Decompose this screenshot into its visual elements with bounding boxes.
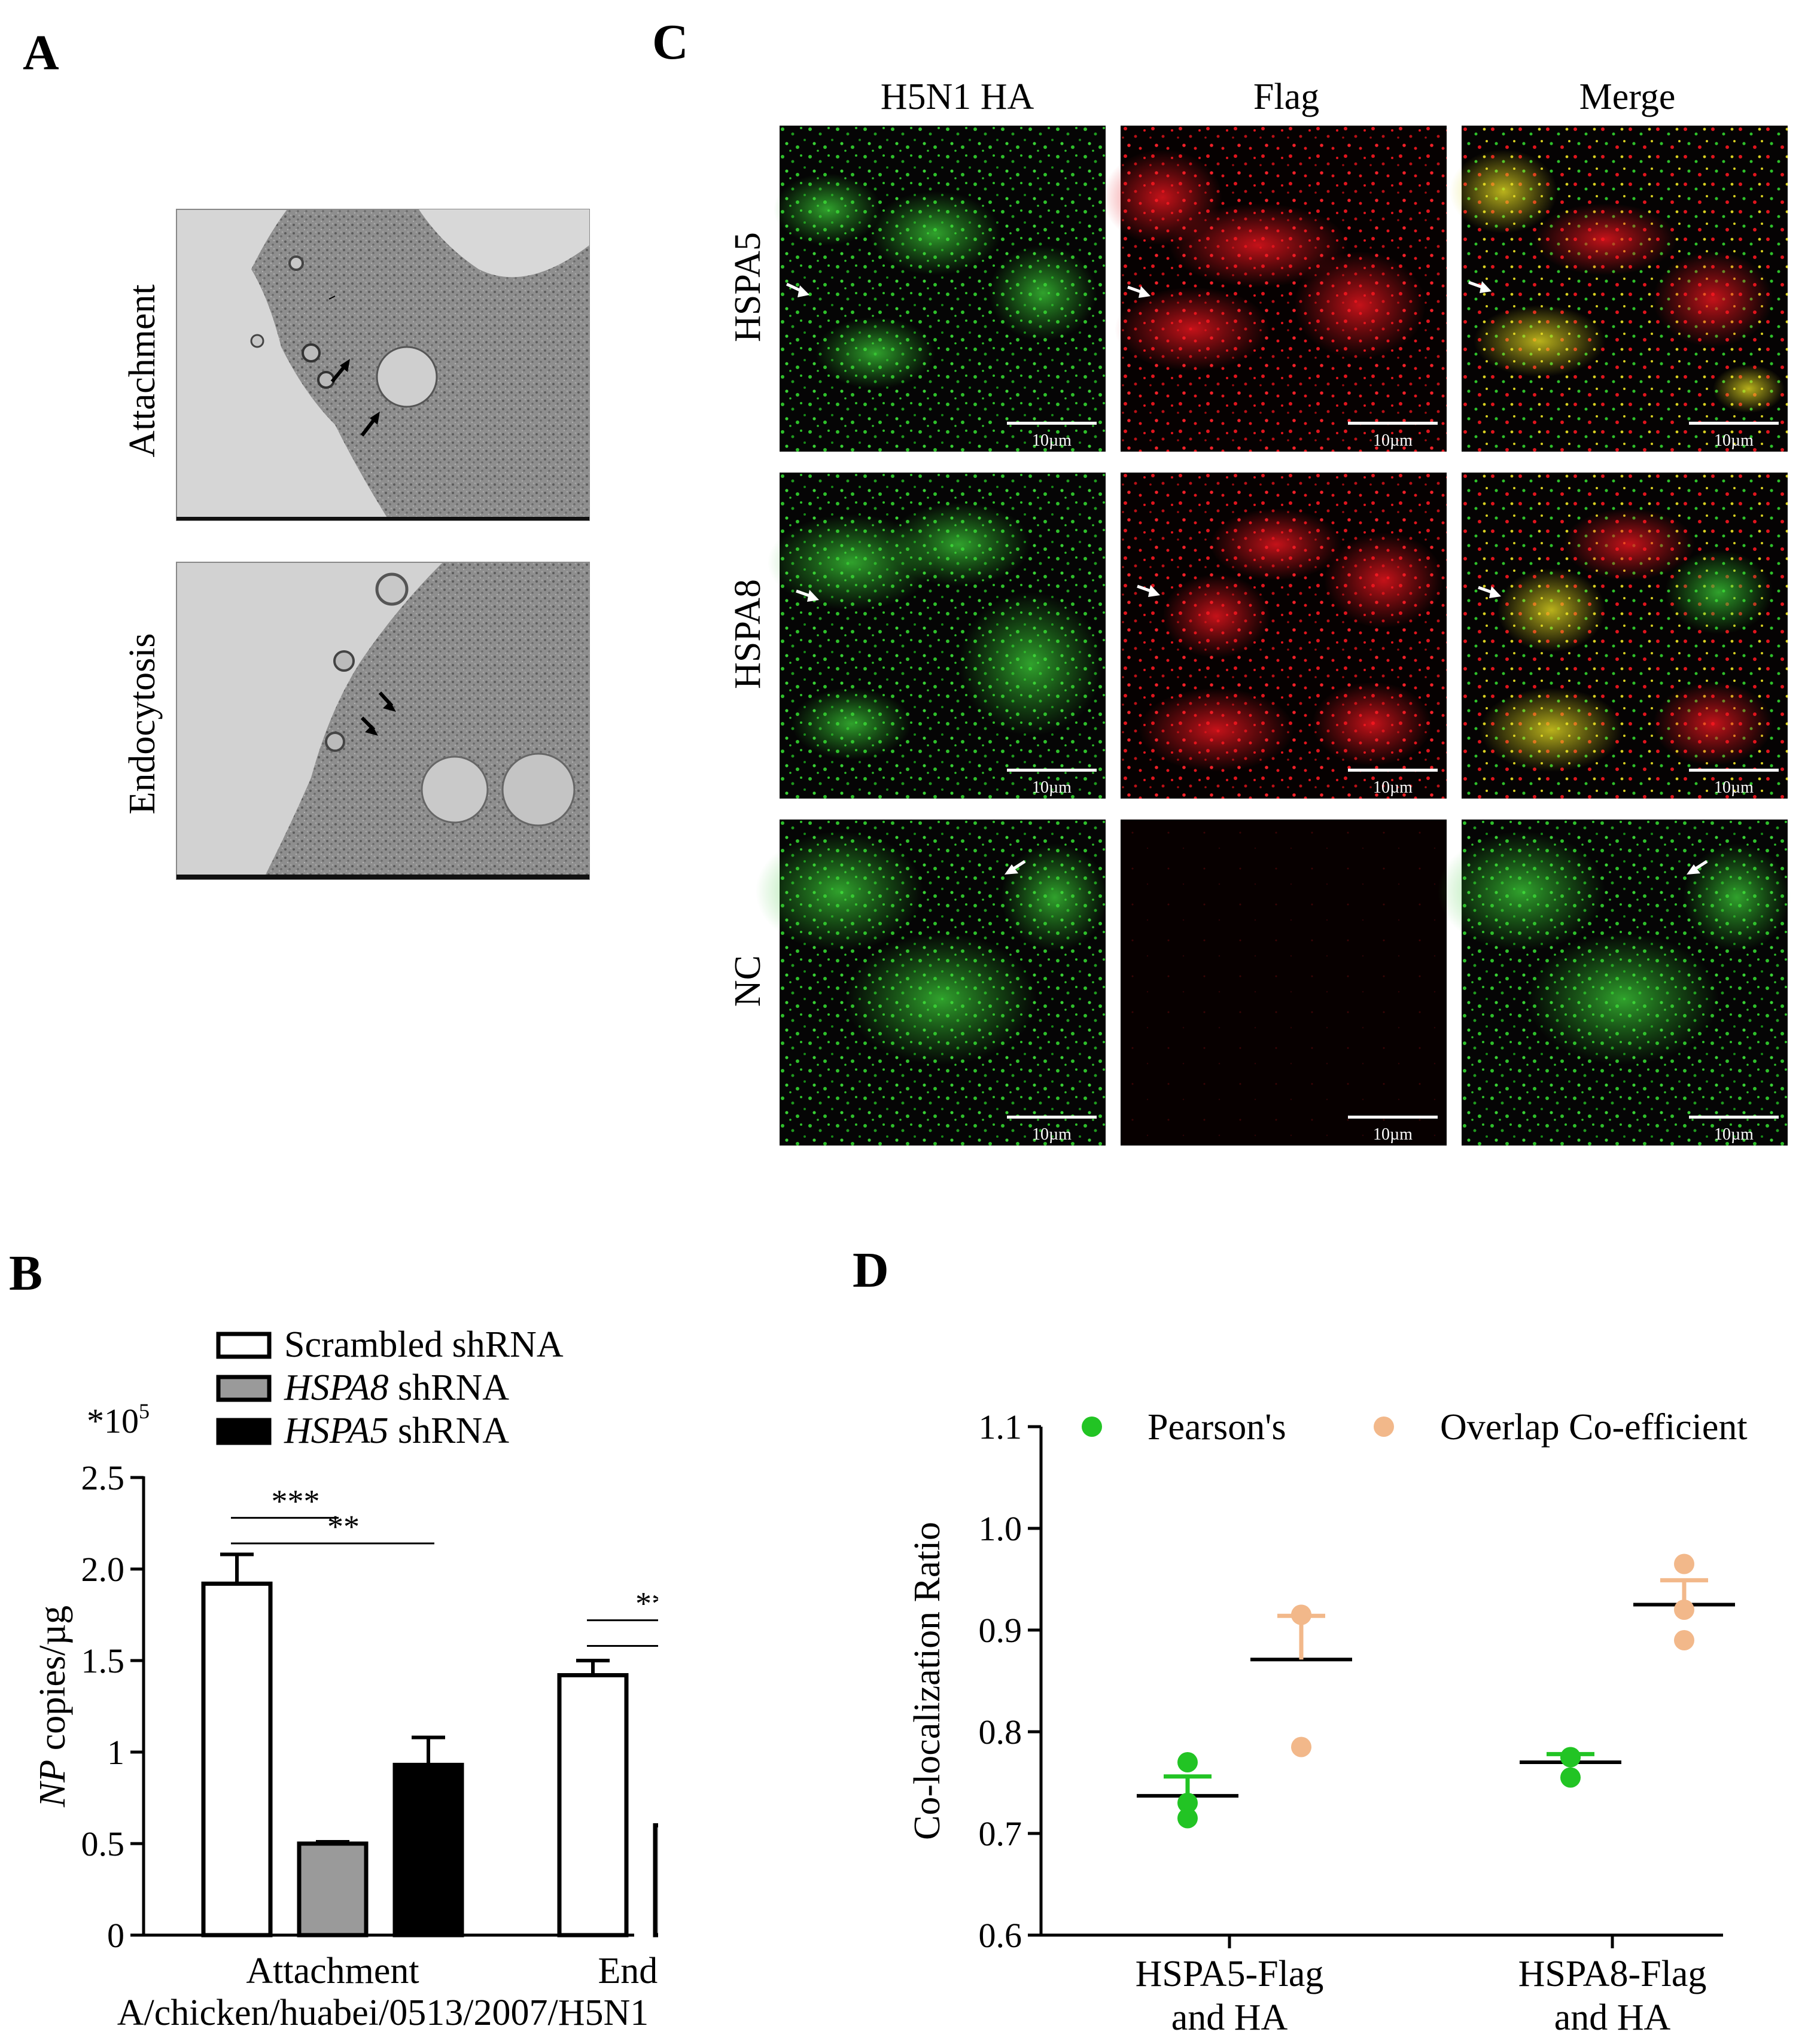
data-point	[1560, 1767, 1581, 1788]
scale-bar-label: 10µm	[1373, 431, 1413, 450]
legend-marker	[1374, 1417, 1394, 1437]
arrow-icon	[1005, 860, 1026, 875]
y-tick-label: 0.8	[979, 1713, 1022, 1751]
row-label-attachment: Attachment	[122, 284, 163, 457]
data-point	[1177, 1808, 1198, 1829]
x-axis-label: A/chicken/huabei/0513/2007/H5N1	[117, 1993, 649, 2033]
data-point	[1674, 1630, 1694, 1650]
y-axis-label: NP copies/µg	[32, 1606, 73, 1808]
image-hspa8-flag: 10µm	[1121, 473, 1447, 799]
legend-label: HSPA5 shRNA	[284, 1411, 509, 1451]
scale-bar-label: 10µm	[1373, 778, 1413, 797]
scale-bar-label: 10µm	[1714, 431, 1754, 450]
row-label-endocytosis: Endocytosis	[122, 633, 163, 814]
data-point	[1177, 1752, 1198, 1772]
arrow-icon	[1137, 584, 1160, 597]
column-header-merge: Merge	[1579, 77, 1676, 117]
arrow-icon	[360, 716, 378, 736]
arrow-icon	[360, 412, 380, 437]
y-tick-label: 0.5	[81, 1824, 125, 1863]
y-tick-label: 0.9	[979, 1611, 1022, 1650]
legend-marker	[1082, 1417, 1102, 1437]
significance-label: **	[635, 1586, 658, 1622]
image-nc-flag: 10µm	[1121, 820, 1447, 1146]
x-category-label: Endocytosis	[598, 1951, 658, 1991]
y-tick-label: 0.6	[979, 1916, 1022, 1955]
scale-bar-label: 10µm	[1714, 1125, 1754, 1144]
image-hspa8-merge: 10µm	[1462, 473, 1788, 799]
scale-bar-label: 10µm	[1373, 1125, 1413, 1144]
panel-d-scatter-chart: Pearson's Overlap Co-efficient 0.6 0.7 0.8 0.…	[907, 1407, 1748, 2038]
x-category-label: HSPA8-Flag	[1518, 1954, 1707, 1994]
data-point	[1674, 1600, 1694, 1620]
legend-swatch	[216, 1375, 272, 1402]
image-hspa8-h5n1-ha: 10µm	[768, 473, 1106, 799]
scale-factor-label: *105	[87, 1399, 150, 1440]
legend-label: HSPA8 shRNA	[284, 1367, 509, 1408]
y-tick-label: 0	[107, 1916, 124, 1955]
row-label-nc: NC	[728, 955, 768, 1007]
y-tick-label: 1	[107, 1733, 124, 1772]
y-tick-label: 1.1	[979, 1408, 1022, 1446]
bar	[557, 1673, 629, 1938]
row-label-hspa5: HSPA5	[728, 232, 768, 342]
column-header-flag: Flag	[1253, 77, 1319, 117]
scale-bar-label: 10µm	[1714, 778, 1754, 797]
image-nc-h5n1-ha: 10µm	[756, 820, 1109, 1146]
bar	[201, 1581, 273, 1938]
arrow-icon	[1478, 586, 1501, 598]
significance-label: ***	[272, 1483, 320, 1519]
legend-label: Pearson's	[1148, 1407, 1286, 1448]
y-tick-label: 1.0	[979, 1509, 1022, 1548]
arrow-icon	[330, 359, 350, 383]
data-point	[1177, 1793, 1198, 1813]
legend-swatch	[216, 1332, 272, 1359]
significance-label: **	[327, 1509, 360, 1545]
arrow-icon	[1468, 281, 1492, 293]
data-point	[1291, 1604, 1311, 1625]
panel-letter-d: D	[853, 1242, 889, 1298]
em-image-attachment	[176, 209, 590, 521]
data-point	[1291, 1737, 1311, 1757]
scale-bar-label: 10µm	[1032, 1125, 1072, 1144]
arrow-icon	[1127, 285, 1150, 298]
scale-bar-label: 10µm	[1032, 431, 1072, 450]
legend-label: Overlap Co-efficient	[1440, 1407, 1748, 1448]
data-point	[1674, 1553, 1694, 1574]
arrow-icon	[1687, 860, 1708, 875]
data-point	[1560, 1747, 1581, 1768]
y-axis-label: Co-localization Ratio	[907, 1522, 948, 1840]
row-label-hspa8: HSPA8	[728, 579, 768, 689]
bar	[392, 1762, 464, 1938]
x-category-label: Attachment	[246, 1951, 419, 1991]
panel-a-micrographs: Attachment Endocytosis	[122, 209, 590, 880]
panel-c-confocal-grid: H5N1 HA Flag Merge HSPA5 HSPA8 NC 10µm 1…	[728, 77, 1791, 1146]
legend-label: Scrambled shRNA	[284, 1324, 564, 1365]
y-tick-label: 2.0	[81, 1550, 125, 1589]
bar	[297, 1841, 369, 1938]
scale-bar-label: 10µm	[1032, 778, 1072, 797]
image-hspa5-h5n1-ha: 10µm	[774, 126, 1106, 452]
arrow-icon	[796, 589, 819, 602]
image-hspa5-flag: 10µm	[1103, 126, 1447, 452]
y-tick-label: 1.5	[81, 1641, 125, 1680]
x-category-label: and HA	[1554, 1997, 1671, 2038]
x-category-label: HSPA5-Flag	[1136, 1954, 1324, 1994]
bar	[653, 1823, 658, 1938]
y-tick-label: 0.7	[979, 1814, 1022, 1853]
column-header-h5n1-ha: H5N1 HA	[881, 77, 1034, 117]
x-category-label: and HA	[1171, 1997, 1288, 2038]
image-hspa5-merge: 10µm	[1450, 126, 1788, 452]
arrow-icon	[378, 691, 396, 712]
em-image-endocytosis	[176, 562, 590, 880]
panel-letter-b: B	[9, 1245, 43, 1301]
panel-letter-a: A	[23, 25, 59, 81]
panel-letter-c: C	[652, 14, 689, 70]
y-tick-label: 2.5	[81, 1458, 125, 1497]
arrow-icon	[786, 282, 809, 297]
legend-swatch	[216, 1418, 272, 1445]
image-nc-merge: 10µm	[1438, 820, 1791, 1146]
